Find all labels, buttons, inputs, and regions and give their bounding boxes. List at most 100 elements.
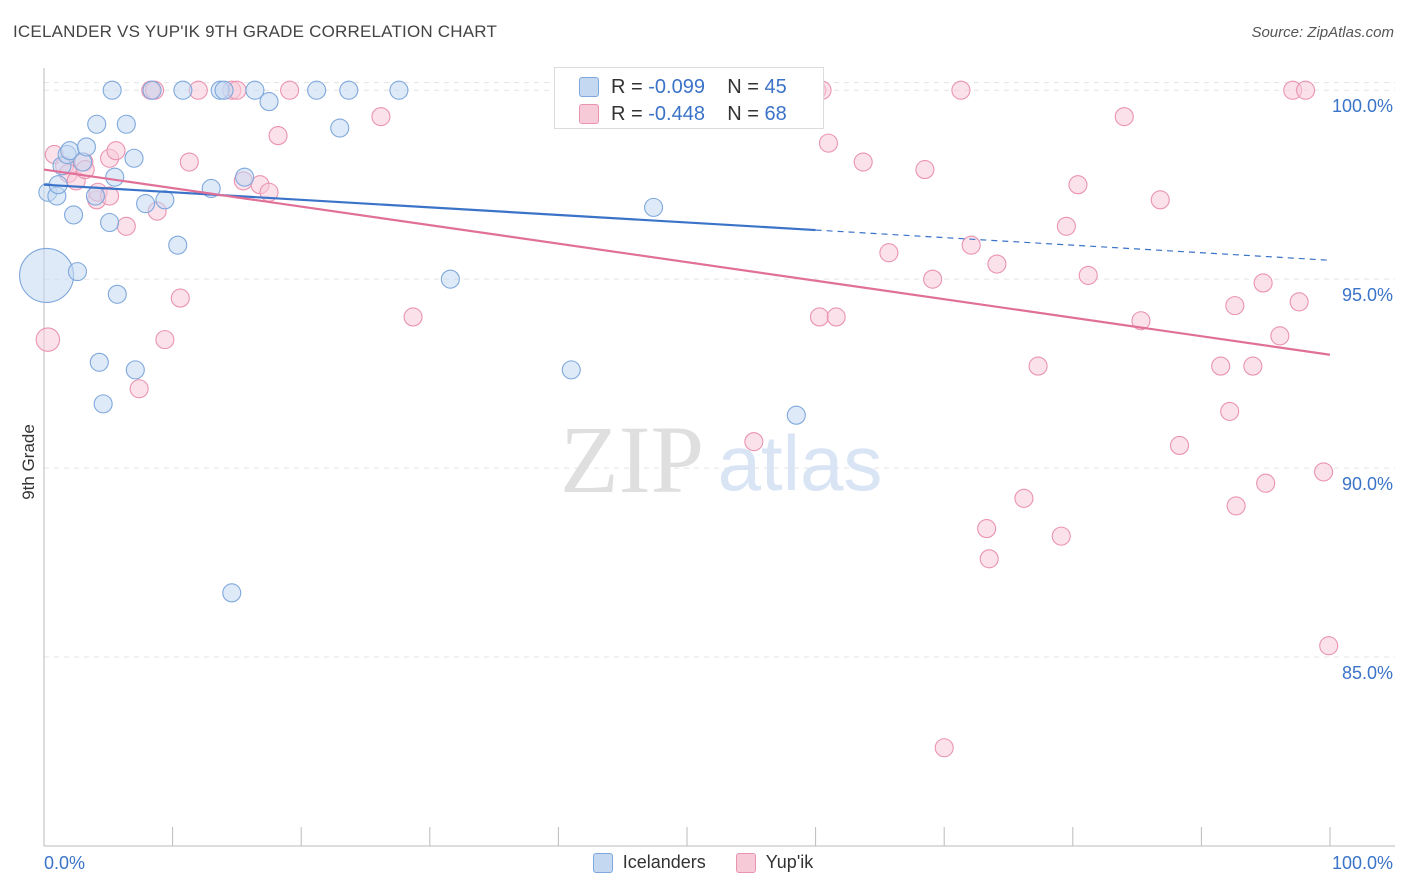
yupik-point <box>1296 80 1316 100</box>
icelander-point <box>235 167 255 187</box>
y-tick-label: 95.0% <box>1342 285 1393 305</box>
yupik-point <box>1051 526 1071 546</box>
yupik-point <box>1226 496 1246 516</box>
x-tick-label: 0.0% <box>44 853 85 873</box>
icelander-point <box>440 269 460 289</box>
chart-title: ICELANDER VS YUP'IK 9TH GRADE CORRELATIO… <box>13 22 498 41</box>
icelander-point <box>245 80 265 100</box>
icelander-trend-line <box>43 183 816 232</box>
yupik-point <box>934 738 954 758</box>
icelander-point <box>102 80 122 100</box>
y-tick-label: 85.0% <box>1342 663 1393 683</box>
yupik-point <box>1256 473 1276 493</box>
yupik-point <box>1014 488 1034 508</box>
y-tick-label: 90.0% <box>1342 474 1393 494</box>
yupik-point <box>1314 462 1334 482</box>
icelander-point <box>93 394 113 414</box>
yupik-point <box>1150 190 1170 210</box>
n-label: N = <box>727 102 765 125</box>
yupik-point <box>1114 107 1134 127</box>
icelander-point <box>259 92 279 112</box>
yupik-point <box>1319 636 1339 656</box>
icelander-point <box>222 583 242 603</box>
yupik-point <box>818 133 839 153</box>
yupik-point <box>1270 326 1290 346</box>
icelander-point <box>124 148 144 168</box>
tick-labels: 85.0% 90.0% 95.0% 100.0% 0.0% 100.0% <box>44 96 1393 873</box>
yupik-point <box>744 432 764 452</box>
icelander-point <box>214 80 234 100</box>
icelander-point <box>87 114 107 134</box>
n-label: N = <box>727 75 765 98</box>
yupik-point <box>1211 356 1231 376</box>
yupik-point <box>1068 175 1088 195</box>
icelander-point <box>644 197 664 217</box>
watermark-atlas: atlas <box>718 419 883 507</box>
icelander-trend-extension <box>815 229 1331 261</box>
yupik-point <box>915 160 935 180</box>
icelander-point <box>330 118 350 138</box>
icelander-point <box>125 360 145 380</box>
yupik-point <box>179 152 199 172</box>
yupik-point <box>1169 435 1190 455</box>
icelander-point <box>19 247 75 303</box>
legend-label: Yup'ik <box>765 852 814 872</box>
icelander-point <box>173 80 193 100</box>
yupik-point <box>1253 273 1273 293</box>
legend-swatch-pink <box>735 852 756 873</box>
yupik-point <box>853 152 873 172</box>
yupik-point <box>371 107 391 127</box>
icelander-point <box>136 194 156 214</box>
r-value: -0.099 <box>648 75 705 98</box>
icelander-point <box>67 262 87 282</box>
n-value: 68 <box>764 102 787 125</box>
yupik-point <box>1243 356 1263 376</box>
legend-item-icelanders[interactable]: Icelanders <box>592 852 706 873</box>
yupik-point <box>1289 292 1309 312</box>
icelander-point <box>64 205 84 225</box>
correlation-legend: R = -0.099 N = 45 R = -0.448 N = 68 <box>554 67 824 129</box>
icelander-point <box>89 352 109 372</box>
icelander-point <box>116 114 136 134</box>
r-value: -0.448 <box>648 102 705 125</box>
icelander-point <box>389 80 409 100</box>
yupik-point <box>879 243 899 263</box>
yupik-point <box>1028 356 1048 376</box>
icelander-point <box>168 235 188 255</box>
icelander-point <box>786 405 806 425</box>
legend-swatch-blue <box>579 77 599 97</box>
yupik-point <box>280 80 300 100</box>
yupik-point <box>155 330 175 350</box>
legend-swatch-pink <box>579 104 599 124</box>
yupik-point <box>129 379 149 399</box>
r-label: R = <box>611 75 649 98</box>
yupik-point <box>106 141 126 161</box>
yupik-point <box>403 307 423 327</box>
icelander-point <box>339 80 359 100</box>
yupik-point <box>951 80 971 100</box>
source-label: Source: ZipAtlas.com <box>1251 24 1394 41</box>
yupik-point <box>961 235 981 255</box>
yupik-point <box>268 126 288 146</box>
yupik-point <box>1220 401 1240 421</box>
legend-label: Icelanders <box>622 852 706 872</box>
yupik-point <box>1225 296 1245 316</box>
y-axis-label: 9th Grade <box>19 424 38 500</box>
n-value: 45 <box>764 75 787 98</box>
watermark: ZIP atlas <box>560 406 882 513</box>
yupik-point <box>1056 216 1076 236</box>
r-label: R = <box>611 102 649 125</box>
icelander-point <box>85 186 105 206</box>
icelander-point <box>105 167 125 187</box>
watermark-zip: ZIP <box>560 406 704 513</box>
yupik-point <box>987 254 1007 274</box>
icelander-point <box>561 360 581 380</box>
yupik-point <box>170 288 190 308</box>
y-tick-label: 100.0% <box>1332 96 1393 116</box>
yupik-point <box>1078 265 1098 285</box>
legend-item-yupik[interactable]: Yup'ik <box>735 852 814 873</box>
series-legend: Icelanders Yup'ik <box>0 852 1406 873</box>
icelander-point <box>307 80 327 100</box>
legend-swatch-blue <box>592 852 613 873</box>
icelander-point <box>76 137 96 157</box>
